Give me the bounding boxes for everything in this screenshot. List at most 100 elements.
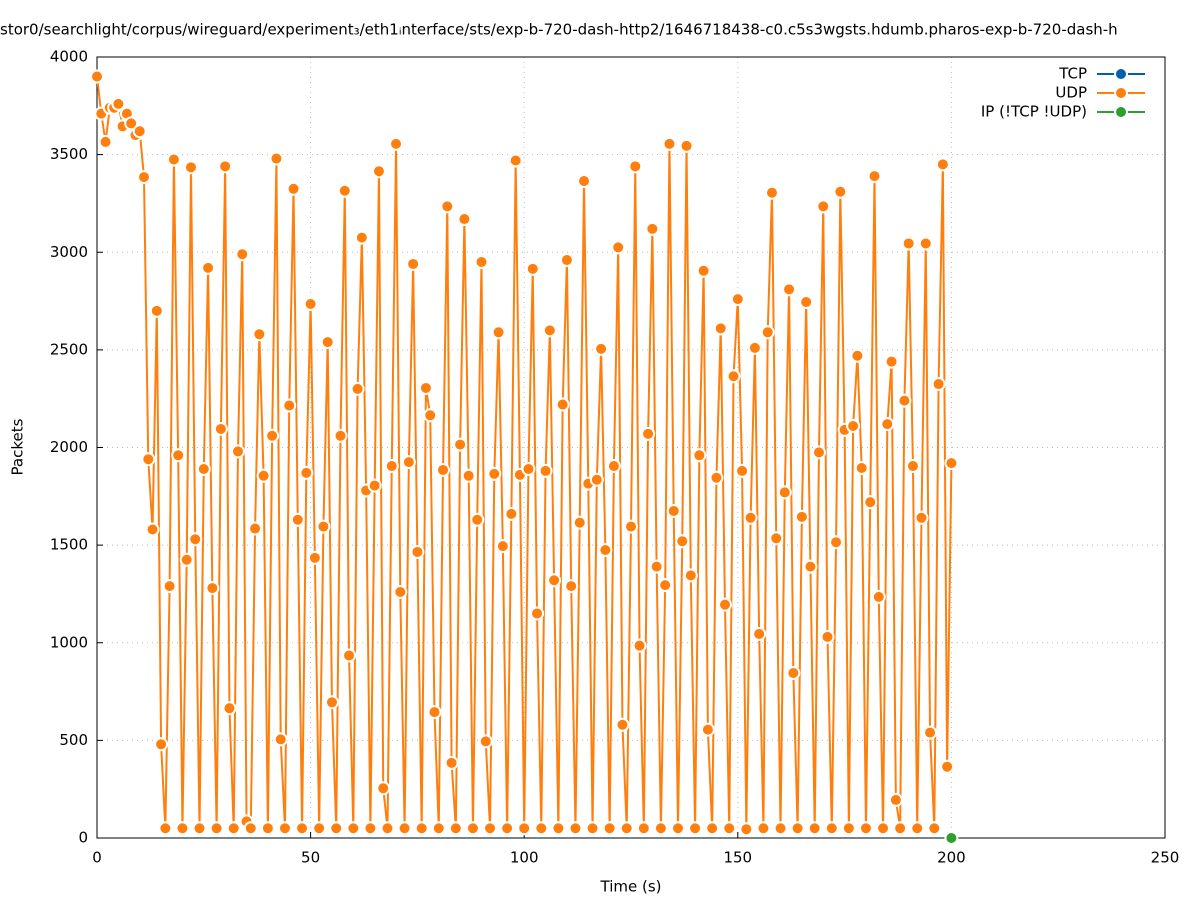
data-point — [410, 544, 425, 559]
data-point — [354, 230, 369, 245]
data-point — [585, 821, 600, 836]
data-point — [252, 327, 267, 342]
x-tick-label: 250 — [1151, 849, 1180, 867]
data-point — [743, 510, 758, 525]
data-point — [944, 456, 959, 471]
data-point — [444, 755, 459, 770]
data-point — [162, 579, 177, 594]
legend-label: IP (!TCP !UDP) — [981, 103, 1087, 121]
data-point — [179, 552, 194, 567]
data-point — [897, 393, 912, 408]
data-point — [401, 455, 416, 470]
data-point — [218, 159, 233, 174]
data-point — [564, 579, 579, 594]
data-point — [188, 532, 203, 547]
data-point — [628, 159, 643, 174]
data-point — [235, 247, 250, 262]
data-point — [811, 445, 826, 460]
data-point — [418, 380, 433, 395]
data-point — [436, 462, 451, 477]
x-tick-label: 150 — [723, 849, 752, 867]
data-point — [683, 568, 698, 583]
data-point — [521, 461, 536, 476]
data-point — [166, 152, 181, 167]
data-point — [111, 96, 126, 111]
data-point — [606, 459, 621, 474]
data-point — [145, 522, 160, 537]
data-point — [277, 821, 292, 836]
x-tick-label: 200 — [937, 849, 966, 867]
data-point — [769, 531, 784, 546]
data-point — [265, 428, 280, 443]
data-point — [269, 151, 284, 166]
series — [90, 69, 959, 837]
data-point — [918, 236, 933, 251]
y-axis-label: Packets — [9, 418, 27, 475]
data-point — [183, 160, 198, 175]
data-point — [700, 722, 715, 737]
data-point — [722, 821, 737, 836]
data-point — [393, 584, 408, 599]
data-point — [124, 116, 139, 131]
data-point — [555, 397, 570, 412]
data-point — [820, 629, 835, 644]
data-point — [850, 348, 865, 363]
data-point — [367, 478, 382, 493]
data-point — [149, 303, 164, 318]
data-point — [901, 236, 916, 251]
data-point — [816, 199, 831, 214]
data-point — [448, 821, 463, 836]
x-axis-label: Time (s) — [600, 878, 662, 896]
data-point — [205, 581, 220, 596]
legend-marker — [1114, 86, 1128, 100]
chart-title: stor0/searchlight/corpus/wireguard/exper… — [0, 21, 1118, 39]
data-point — [414, 821, 429, 836]
data-point — [598, 543, 613, 558]
data-point — [295, 821, 310, 836]
data-point — [611, 240, 626, 255]
data-point — [632, 638, 647, 653]
data-point — [342, 648, 357, 663]
data-point — [192, 821, 207, 836]
data-point — [320, 335, 335, 350]
data-point — [495, 539, 510, 554]
data-point — [688, 821, 703, 836]
data-point — [389, 136, 404, 151]
data-point — [568, 821, 583, 836]
data-point — [273, 732, 288, 747]
data-point — [756, 821, 771, 836]
data-point — [619, 821, 634, 836]
y-tick-label: 4000 — [50, 48, 88, 66]
data-point — [679, 138, 694, 153]
data-point — [923, 725, 938, 740]
data-point — [807, 821, 822, 836]
data-point — [440, 199, 455, 214]
data-point — [653, 821, 668, 836]
data-point — [790, 821, 805, 836]
data-point — [90, 69, 104, 84]
data-point — [423, 408, 438, 423]
data-point — [794, 509, 809, 524]
legend-label: TCP — [1058, 65, 1087, 83]
data-point — [384, 459, 399, 474]
data-point — [594, 341, 609, 356]
data-point — [726, 369, 741, 384]
data-point — [824, 821, 839, 836]
data-point — [371, 164, 386, 179]
data-point — [735, 463, 750, 478]
data-point — [858, 821, 873, 836]
data-point — [944, 831, 959, 845]
data-point — [589, 472, 604, 487]
data-point — [658, 578, 673, 593]
data-point — [491, 325, 506, 340]
data-point — [470, 512, 485, 527]
data-point — [483, 821, 498, 836]
data-point — [431, 821, 446, 836]
data-point — [500, 821, 515, 836]
data-point — [547, 573, 562, 588]
data-point — [730, 292, 745, 307]
data-point — [406, 256, 421, 271]
data-point — [709, 470, 724, 485]
data-point — [230, 444, 245, 459]
